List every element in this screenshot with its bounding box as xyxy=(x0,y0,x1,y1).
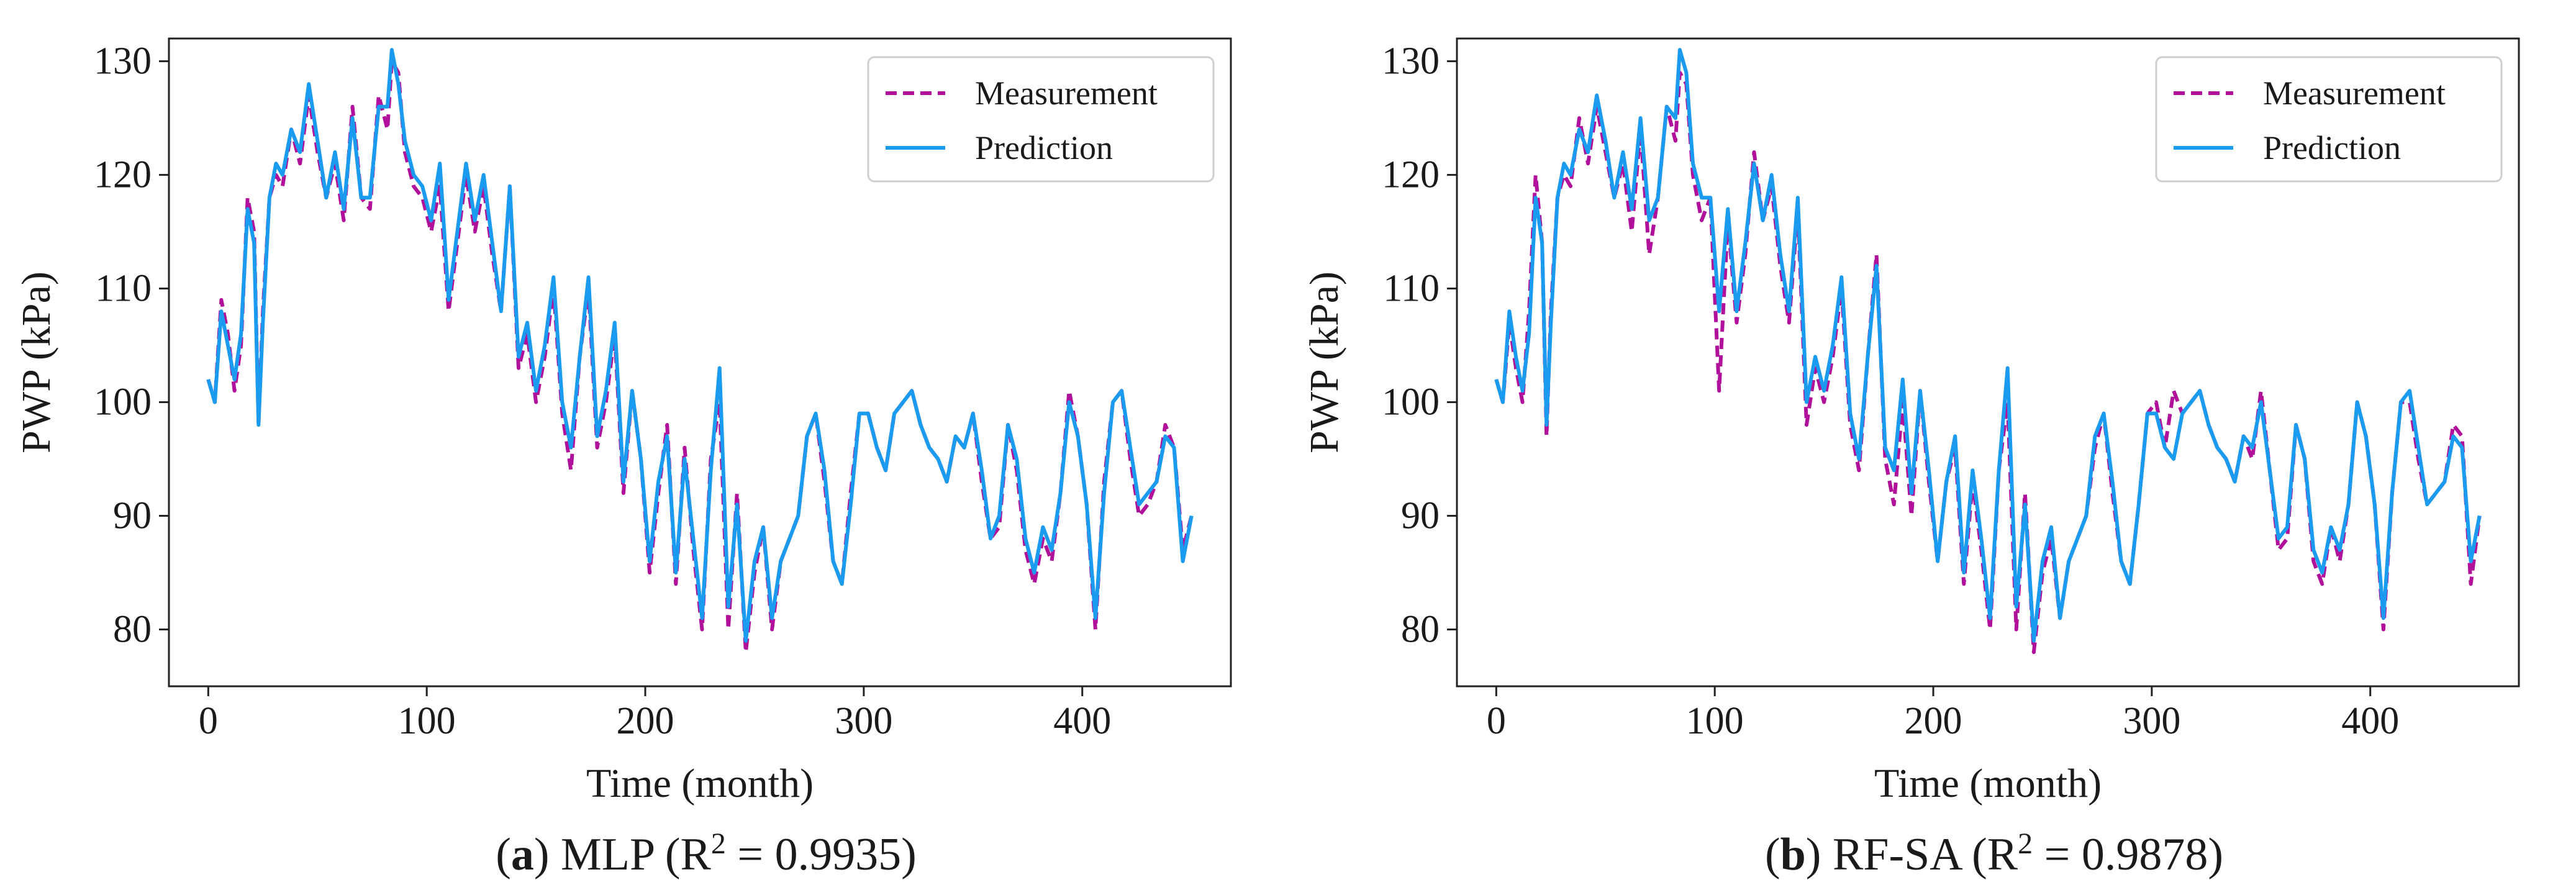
x-tick-label: 300 xyxy=(2123,700,2180,742)
x-tick-label: 400 xyxy=(2341,700,2399,742)
chart-panel-b: 0 100 200 300 400 80 90 100 110 120 130 Time (month… xyxy=(1302,37,2520,881)
caption-part: ( xyxy=(1765,829,1780,880)
legend: Measurement Prediction xyxy=(867,56,1215,183)
x-axis-title: Time (month) xyxy=(1874,761,2102,806)
y-tick-label: 130 xyxy=(94,40,152,83)
y-tick-label: 110 xyxy=(1383,268,1440,310)
legend-box xyxy=(2155,56,2503,183)
x-tick-label: 100 xyxy=(398,700,456,742)
y-tick-label: 130 xyxy=(1382,40,1440,83)
y-tick-label: 80 xyxy=(113,609,152,651)
x-tick-label: 0 xyxy=(1487,700,1506,742)
y-tick-label: 80 xyxy=(1401,609,1440,651)
x-tick-label: 200 xyxy=(1905,700,1962,742)
caption-part: a xyxy=(511,829,534,880)
x-tick-label: 300 xyxy=(835,700,892,742)
y-tick-label: 100 xyxy=(94,381,152,424)
panel-caption: (a) MLP (R2 = 0.9935) xyxy=(496,827,917,881)
caption-part: ( xyxy=(496,829,511,880)
y-tick-label: 90 xyxy=(113,495,152,537)
caption-part: ) RF-SA (R xyxy=(1806,829,2018,880)
caption-part: = 0.9935) xyxy=(726,829,917,880)
legend: Measurement Prediction xyxy=(2155,56,2503,183)
y-tick-label: 90 xyxy=(1401,495,1440,537)
legend-prediction-label: Prediction xyxy=(2263,129,2401,166)
plot-frame xyxy=(1456,37,2520,688)
caption-part: = 0.9878) xyxy=(2033,829,2223,880)
plot-frame xyxy=(168,37,1232,688)
x-tick-label: 0 xyxy=(199,700,218,742)
prediction-series-line xyxy=(1494,48,2482,643)
y-tick-label: 110 xyxy=(95,268,152,310)
y-axis-title: PWP (kPa) xyxy=(1302,271,1347,453)
x-axis-title: Time (month) xyxy=(586,761,814,806)
y-axis-title: PWP (kPa) xyxy=(14,271,59,453)
panel-caption: (b) RF-SA (R2 = 0.9878) xyxy=(1765,827,2223,881)
legend-prediction-label: Prediction xyxy=(975,129,1113,166)
y-tick-label: 100 xyxy=(1382,381,1440,424)
legend-measurement-label: Measurement xyxy=(2263,75,2446,112)
x-tick-label: 400 xyxy=(1053,700,1111,742)
caption-part: ) MLP (R xyxy=(534,829,712,880)
caption-part: 2 xyxy=(2018,827,2033,860)
x-tick-label: 200 xyxy=(617,700,674,742)
x-tick-label: 100 xyxy=(1686,700,1744,742)
legend-measurement-label: Measurement xyxy=(975,75,1158,112)
y-tick-label: 120 xyxy=(1382,154,1440,196)
caption-part: 2 xyxy=(711,827,726,860)
y-tick-label: 120 xyxy=(94,154,152,196)
chart-panel-a: 0 100 200 300 400 80 90 100 110 120 130 Time (month… xyxy=(14,37,1232,881)
legend-box xyxy=(867,56,1215,183)
caption-part: b xyxy=(1780,829,1806,880)
prediction-series-line xyxy=(206,48,1194,643)
